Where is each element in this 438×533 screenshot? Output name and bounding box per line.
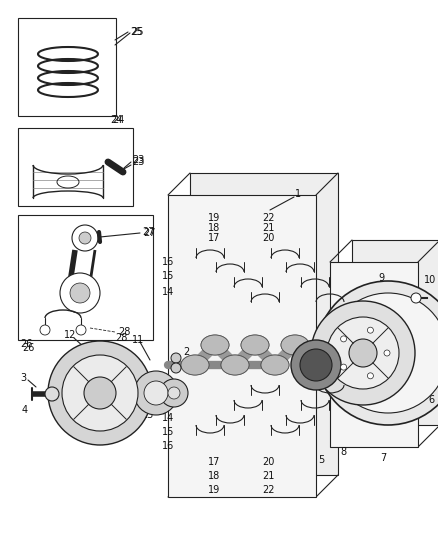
Circle shape (70, 283, 90, 303)
Text: 4: 4 (22, 405, 28, 415)
Bar (18, 18, 116, 116)
Text: 16: 16 (162, 441, 174, 451)
Bar (18, 128, 133, 206)
Bar (330, 262, 418, 447)
Bar (168, 195, 316, 497)
Ellipse shape (201, 335, 229, 355)
Circle shape (45, 387, 59, 401)
Text: 8: 8 (340, 447, 346, 457)
Text: 23: 23 (132, 155, 145, 165)
Text: 28: 28 (115, 333, 127, 343)
Text: 17: 17 (208, 457, 220, 467)
Text: 11: 11 (132, 335, 144, 345)
Ellipse shape (326, 355, 354, 375)
Text: 25: 25 (130, 27, 142, 37)
Text: 27: 27 (143, 228, 155, 238)
Ellipse shape (261, 355, 289, 375)
Text: 12: 12 (64, 330, 76, 340)
Text: 19: 19 (208, 485, 220, 495)
Text: 6: 6 (428, 395, 434, 405)
Circle shape (316, 281, 438, 425)
Ellipse shape (241, 335, 269, 355)
Circle shape (384, 350, 390, 356)
Text: 17: 17 (208, 233, 220, 243)
Circle shape (300, 349, 332, 381)
Circle shape (311, 301, 415, 405)
Text: 16: 16 (162, 257, 174, 267)
Bar (352, 240, 438, 425)
Text: 5: 5 (318, 455, 324, 465)
Circle shape (84, 377, 116, 409)
Text: 22: 22 (262, 213, 275, 223)
Text: 21: 21 (262, 471, 274, 481)
Circle shape (62, 355, 138, 431)
Circle shape (72, 225, 98, 251)
Circle shape (171, 363, 181, 373)
Ellipse shape (281, 335, 309, 355)
Ellipse shape (261, 355, 289, 375)
Ellipse shape (181, 355, 209, 375)
Text: 19: 19 (208, 213, 220, 223)
Circle shape (76, 325, 86, 335)
Circle shape (40, 325, 50, 335)
Text: 24: 24 (110, 115, 122, 125)
Circle shape (367, 373, 374, 379)
Text: 15: 15 (162, 271, 174, 281)
Ellipse shape (221, 355, 249, 375)
Ellipse shape (301, 355, 329, 375)
Bar (18, 215, 153, 340)
Text: 27: 27 (142, 227, 155, 237)
Text: 13: 13 (142, 410, 154, 420)
Text: 22: 22 (262, 485, 275, 495)
Circle shape (48, 341, 152, 445)
Text: 2: 2 (183, 347, 189, 357)
Text: 15: 15 (162, 427, 174, 437)
Circle shape (411, 293, 421, 303)
Text: 28: 28 (118, 327, 131, 337)
Ellipse shape (201, 335, 229, 355)
Text: 21: 21 (262, 223, 274, 233)
Text: 26: 26 (22, 343, 34, 353)
Text: 18: 18 (208, 471, 220, 481)
Circle shape (171, 353, 181, 363)
Circle shape (291, 340, 341, 390)
Ellipse shape (221, 355, 249, 375)
Ellipse shape (301, 355, 329, 375)
Circle shape (134, 371, 178, 415)
Text: 23: 23 (132, 157, 145, 167)
Circle shape (168, 387, 180, 399)
Circle shape (341, 336, 346, 342)
Text: 7: 7 (380, 453, 386, 463)
Text: 1: 1 (295, 189, 301, 199)
Ellipse shape (281, 335, 309, 355)
Bar (190, 173, 338, 475)
Text: 14: 14 (162, 287, 174, 297)
Ellipse shape (241, 335, 269, 355)
Text: 26: 26 (20, 339, 32, 349)
Circle shape (349, 339, 377, 367)
Text: 14: 14 (162, 413, 174, 423)
Circle shape (160, 379, 188, 407)
Text: 20: 20 (262, 457, 274, 467)
Text: 24: 24 (112, 115, 124, 125)
Circle shape (341, 364, 346, 370)
Text: 20: 20 (262, 233, 274, 243)
Circle shape (60, 273, 100, 313)
Ellipse shape (181, 355, 209, 375)
Circle shape (367, 327, 374, 333)
Ellipse shape (326, 355, 354, 375)
Text: 10: 10 (424, 275, 436, 285)
Text: 25: 25 (131, 27, 144, 37)
Circle shape (327, 317, 399, 389)
Circle shape (144, 381, 168, 405)
Text: 3: 3 (20, 373, 26, 383)
Text: 9: 9 (378, 273, 384, 283)
Text: 18: 18 (208, 223, 220, 233)
Circle shape (79, 232, 91, 244)
Circle shape (328, 293, 438, 413)
